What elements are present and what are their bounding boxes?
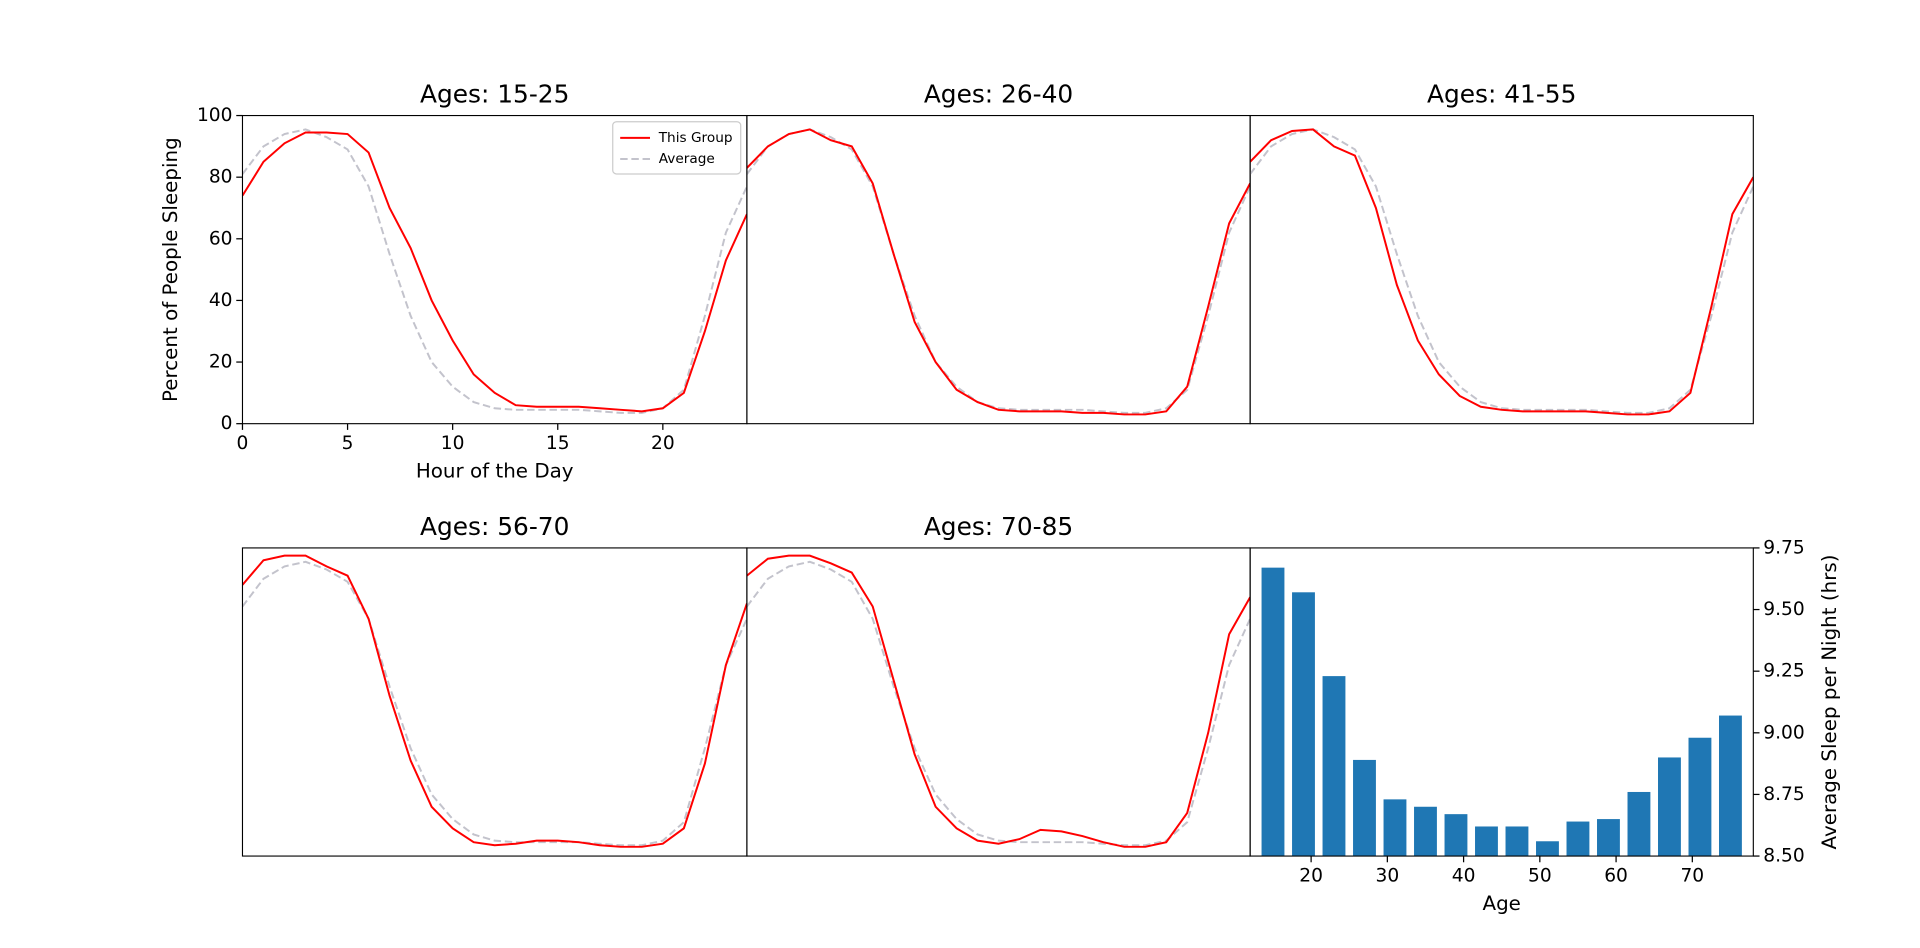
panel-title: Ages: 41-55 [1427,80,1576,109]
x-axis-label: Hour of the Day [416,460,574,483]
bar [1688,737,1712,857]
plot-area [1250,128,1754,416]
panel-title: Ages: 70-85 [924,512,1073,541]
bar [1505,826,1529,857]
panel: Ages: 26-40 [746,80,1251,425]
axes-frame [746,114,1251,425]
y-tick-label: 60 [209,228,233,249]
series-line [242,560,747,847]
y-axis-label: Percent of People Sleeping [159,137,182,402]
y-axis-label: Average Sleep per Night (hrs) [1818,555,1841,850]
x-tick-label: 50 [1528,865,1552,886]
series-line [1250,128,1754,416]
plot-area [746,128,1251,416]
y-tick-label: 80 [209,167,233,188]
bar [1658,757,1681,857]
bar [1719,715,1742,857]
x-tick-label: 0 [237,433,249,454]
legend-label: This Group [658,130,733,146]
bar [1536,841,1559,857]
y-tick-label: 9.25 [1763,661,1804,682]
bar [1475,826,1498,857]
x-tick-label: 5 [342,433,354,454]
bar [1261,567,1285,857]
y-tick-label: 100 [197,105,233,126]
y-tick-label: 9.00 [1763,722,1804,743]
legend-label: Average [659,151,715,167]
bar [1444,814,1468,857]
bar [1414,806,1437,857]
x-tick-label: 20 [651,433,675,454]
plot-area [746,554,1251,848]
panel: 20 30 40 50 60 70 8.50 8.75 9.00 9.25 9.50 9.75 Age A… [1249,537,1841,915]
series-line [746,554,1251,848]
bar [1353,759,1376,857]
legend: This Group Average [612,121,742,175]
panel-title: Ages: 56-70 [420,512,569,541]
axes-frame [1249,547,1754,857]
x-tick-label: 10 [441,433,465,454]
x-tick-label: 20 [1299,865,1323,886]
plot-area [242,554,747,848]
bar [1597,819,1620,857]
series-line [1250,128,1754,414]
bar [1627,791,1651,857]
panel: Ages: 56-70 [241,512,748,857]
x-tick-label: 40 [1452,865,1476,886]
series-line [242,554,747,848]
y-tick-label: 9.50 [1763,599,1804,620]
x-axis-label: Age [1483,892,1521,915]
y-tick-label: 20 [209,352,233,373]
bar [1292,592,1315,857]
panel: Ages: 41-55 [1249,80,1754,425]
y-tick-label: 8.50 [1763,846,1804,867]
plot-area [242,128,747,414]
axes-frame [746,547,1251,857]
bar [1322,676,1346,857]
x-tick-label: 60 [1604,865,1628,886]
panel: Ages: 15-25 0 5 10 15 20 0 20 40 60 80 100 Hour of t… [159,80,748,483]
panel-title: Ages: 26-40 [924,80,1073,109]
series-line [746,128,1251,414]
axes-frame [241,547,748,857]
x-tick-label: 15 [546,433,570,454]
axes-frame [1249,114,1754,425]
series-line [746,560,1251,847]
series-line [242,131,747,413]
y-tick-label: 40 [209,290,233,311]
panel-title: Ages: 15-25 [420,80,569,109]
y-tick-label: 8.75 [1763,784,1804,805]
series-line [746,128,1251,416]
bar [1566,821,1590,857]
plot-area [1261,567,1742,857]
x-tick-label: 30 [1375,865,1399,886]
bar [1383,799,1407,857]
y-tick-label: 0 [221,413,233,434]
panel: Ages: 70-85 [746,512,1251,857]
y-tick-label: 9.75 [1763,537,1804,558]
x-tick-label: 70 [1680,865,1704,886]
legend-box [612,121,742,175]
